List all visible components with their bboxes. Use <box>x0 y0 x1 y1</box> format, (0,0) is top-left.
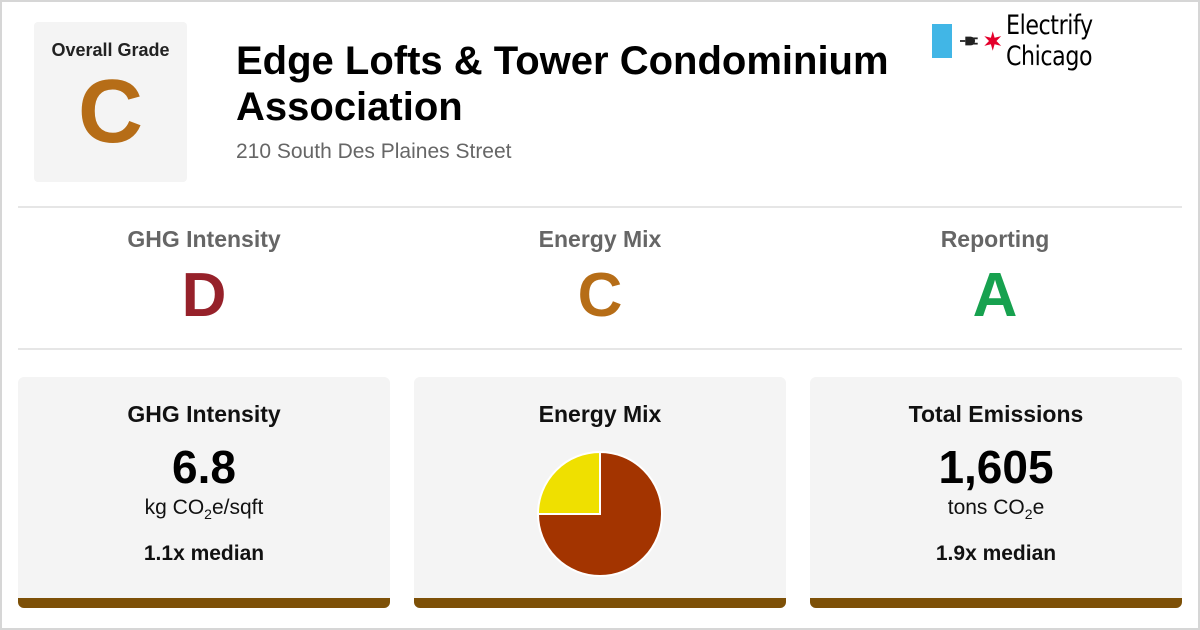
ghg-value: 6.8 <box>172 441 236 493</box>
ghg-median: 1.1x median <box>143 542 265 566</box>
reporting-grade-letter: A <box>972 261 1018 330</box>
overall-grade-label: Overall Grade <box>51 40 170 60</box>
ghg-intensity-card: GHG Intensity 6.8 kg CO2e/sqft 1.1x medi… <box>18 377 390 608</box>
energy-mix-card-title: Energy Mix <box>538 401 662 427</box>
brand-logo[interactable]: Electrify Chicago <box>932 10 1200 72</box>
plug-icon <box>960 36 979 46</box>
reporting-grade: Reporting A <box>797 226 1193 327</box>
star-icon <box>984 31 1001 51</box>
ghg-grade: GHG Intensity D <box>6 226 402 327</box>
divider-middle <box>18 348 1182 350</box>
building-name: Edge Lofts & Tower Condominium Associati… <box>236 39 889 129</box>
card-accent-bar <box>18 598 390 608</box>
building-address: 210 South Des Plaines Street <box>236 140 512 163</box>
divider-top <box>18 206 1182 208</box>
reporting-grade-title: Reporting <box>940 226 1050 252</box>
energy-mix-pie-chart <box>536 450 663 577</box>
energy-mix-grade-letter: C <box>577 261 623 330</box>
energy-mix-grade: Energy Mix C <box>402 226 798 327</box>
emissions-unit: tons CO2e <box>947 496 1045 523</box>
overall-grade-letter: C <box>78 62 143 162</box>
ghg-card-title: GHG Intensity <box>127 401 281 427</box>
ghg-unit: kg CO2e/sqft <box>144 496 264 523</box>
total-emissions-card: Total Emissions 1,605 tons CO2e 1.9x med… <box>810 377 1182 608</box>
emissions-value: 1,605 <box>938 441 1054 493</box>
emissions-median: 1.9x median <box>935 542 1057 566</box>
flag-stripe-icon <box>932 24 953 58</box>
energy-mix-card: Energy Mix <box>414 377 786 608</box>
card-accent-bar <box>810 598 1182 608</box>
ghg-grade-letter: D <box>181 261 227 330</box>
ghg-grade-title: GHG Intensity <box>127 226 281 252</box>
energy-mix-grade-title: Energy Mix <box>538 226 662 252</box>
pie-slice-1 <box>536 450 601 515</box>
brand-name: Electrify Chicago <box>1006 10 1093 72</box>
card-accent-bar <box>414 598 786 608</box>
emissions-card-title: Total Emissions <box>908 401 1084 427</box>
overall-grade-box: Overall Grade C <box>34 22 187 182</box>
